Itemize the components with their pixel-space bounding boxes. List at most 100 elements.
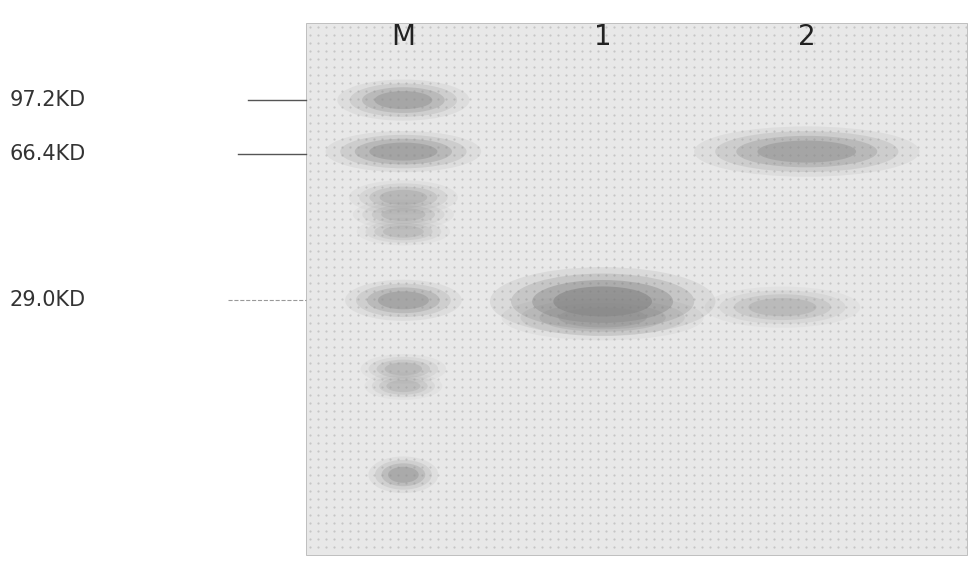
Point bbox=[334, 494, 350, 503]
Point bbox=[518, 406, 534, 415]
Point bbox=[711, 366, 726, 375]
Point bbox=[911, 406, 926, 415]
Point bbox=[639, 374, 654, 383]
Ellipse shape bbox=[375, 460, 432, 490]
Point bbox=[631, 118, 646, 128]
Point bbox=[870, 470, 885, 479]
Point bbox=[926, 134, 942, 144]
Point bbox=[574, 94, 590, 104]
Point bbox=[902, 454, 918, 463]
Point bbox=[671, 494, 686, 503]
Point bbox=[902, 62, 918, 72]
Point bbox=[374, 54, 390, 63]
Point bbox=[478, 494, 494, 503]
Point bbox=[678, 287, 694, 296]
Point bbox=[879, 446, 894, 455]
Point bbox=[919, 30, 934, 39]
Point bbox=[782, 38, 798, 47]
Point bbox=[639, 534, 654, 543]
Point bbox=[542, 110, 558, 120]
Point bbox=[654, 318, 670, 327]
Point bbox=[574, 534, 590, 543]
Point bbox=[879, 318, 894, 327]
Point bbox=[567, 398, 582, 407]
Point bbox=[423, 374, 438, 383]
Point bbox=[334, 94, 350, 104]
Point bbox=[319, 70, 334, 80]
Point bbox=[726, 279, 742, 288]
Ellipse shape bbox=[490, 267, 715, 336]
Point bbox=[342, 446, 358, 455]
Point bbox=[807, 510, 822, 519]
Point bbox=[822, 182, 838, 192]
Point bbox=[766, 158, 781, 168]
Point bbox=[958, 223, 972, 232]
Point bbox=[550, 446, 566, 455]
Point bbox=[334, 358, 350, 367]
Point bbox=[391, 279, 406, 288]
Point bbox=[830, 271, 846, 280]
Point bbox=[911, 263, 926, 272]
Point bbox=[758, 478, 774, 487]
Point bbox=[694, 382, 710, 391]
Point bbox=[718, 454, 734, 463]
Point bbox=[839, 422, 854, 431]
Point bbox=[951, 318, 966, 327]
Point bbox=[510, 110, 526, 120]
Point bbox=[870, 438, 885, 447]
Point bbox=[943, 526, 958, 535]
Point bbox=[735, 134, 750, 144]
Point bbox=[743, 279, 758, 288]
Point bbox=[758, 526, 774, 535]
Point bbox=[391, 486, 406, 495]
Point bbox=[478, 38, 494, 47]
Point bbox=[486, 310, 502, 319]
Point bbox=[854, 295, 870, 304]
Point bbox=[374, 30, 390, 39]
Point bbox=[599, 350, 614, 359]
Point bbox=[582, 247, 598, 256]
Point bbox=[302, 30, 318, 39]
Point bbox=[527, 206, 542, 216]
Point bbox=[758, 430, 774, 439]
Point bbox=[382, 318, 398, 327]
Point bbox=[735, 486, 750, 495]
Point bbox=[847, 206, 862, 216]
Point bbox=[735, 414, 750, 423]
Point bbox=[854, 118, 870, 128]
Point bbox=[711, 166, 726, 176]
Point bbox=[399, 214, 414, 224]
Point bbox=[463, 78, 478, 88]
Point bbox=[470, 118, 486, 128]
Point bbox=[798, 231, 814, 240]
Point bbox=[622, 334, 638, 343]
Point bbox=[807, 78, 822, 88]
Point bbox=[862, 231, 878, 240]
Point bbox=[766, 102, 781, 112]
Point bbox=[943, 30, 958, 39]
Point bbox=[622, 478, 638, 487]
Point bbox=[327, 390, 342, 399]
Point bbox=[574, 526, 590, 535]
Point bbox=[678, 206, 694, 216]
Point bbox=[662, 406, 677, 415]
Point bbox=[822, 158, 838, 168]
Point bbox=[470, 326, 486, 335]
Point bbox=[815, 174, 830, 184]
Point bbox=[646, 38, 662, 47]
Point bbox=[406, 134, 422, 144]
Point bbox=[646, 478, 662, 487]
Point bbox=[662, 382, 677, 391]
Point bbox=[542, 510, 558, 519]
Point bbox=[319, 446, 334, 455]
Point bbox=[807, 239, 822, 248]
Point bbox=[310, 126, 326, 136]
Point bbox=[798, 526, 814, 535]
Point bbox=[830, 486, 846, 495]
Point bbox=[703, 271, 718, 280]
Point bbox=[327, 342, 342, 351]
Point bbox=[350, 22, 365, 31]
Point bbox=[807, 142, 822, 152]
Point bbox=[614, 382, 630, 391]
Point bbox=[902, 303, 918, 312]
